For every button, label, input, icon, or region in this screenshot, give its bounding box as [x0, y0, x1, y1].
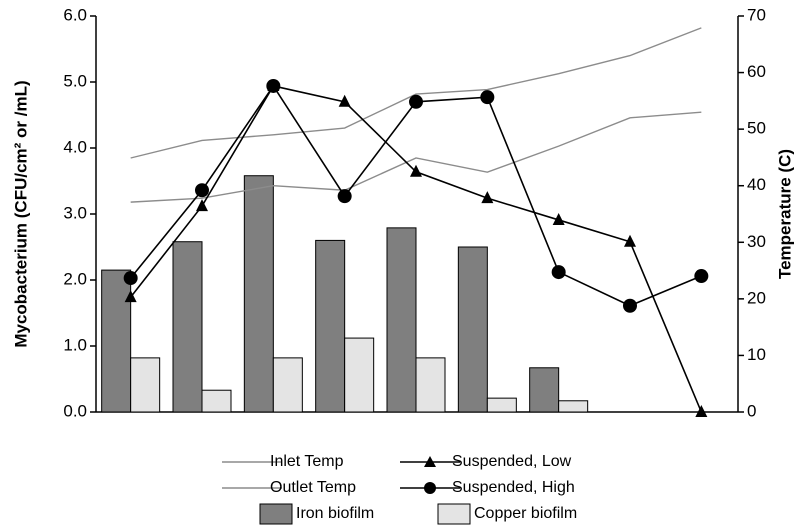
y2-tick-label: 20: [747, 288, 766, 307]
bar: [344, 337, 375, 413]
y-axis-label: Mycobacterium (CFU/cm² or /mL): [11, 80, 30, 347]
line: [130, 27, 702, 159]
line: [130, 111, 702, 203]
marker: [124, 290, 137, 303]
marker: [409, 94, 423, 109]
bar: [558, 400, 589, 413]
y2-tick-label: 40: [747, 175, 766, 194]
legend-swatch: [437, 503, 471, 525]
marker: [481, 191, 494, 204]
y-tick-label: 4.0: [63, 137, 87, 156]
bar: [415, 357, 446, 413]
y-tick-label: 0.0: [63, 401, 87, 420]
marker: [338, 94, 351, 107]
marker: [623, 298, 637, 313]
marker: [551, 265, 566, 280]
marker: [337, 189, 352, 204]
marker: [410, 164, 422, 177]
y-tick-label: 1.0: [63, 335, 87, 354]
y2-axis-label: Temperature (C): [775, 149, 794, 279]
bar: [386, 227, 417, 413]
marker: [694, 269, 709, 284]
bar: [486, 397, 517, 413]
bar: [101, 269, 132, 413]
y2-tick-label: 50: [747, 119, 766, 138]
marker: [266, 78, 281, 93]
bar: [457, 246, 488, 413]
y-tick-label: 2.0: [63, 269, 87, 288]
legend-label: Copper biofilm: [474, 505, 577, 522]
bar: [529, 367, 560, 413]
marker: [480, 90, 495, 105]
y2-tick-label: 70: [747, 5, 766, 24]
bar: [130, 357, 161, 413]
y2-tick-label: 30: [747, 232, 766, 251]
y-tick-label: 3.0: [63, 203, 87, 222]
y2-tick-label: 10: [747, 345, 766, 364]
marker: [695, 405, 708, 417]
legend-marker: [424, 456, 436, 467]
legend-label: Outlet Temp: [270, 479, 356, 496]
marker: [624, 234, 636, 247]
y2-tick-label: 0: [747, 401, 756, 420]
legend-label: Inlet Temp: [270, 453, 344, 470]
legend-marker: [424, 482, 436, 494]
bar: [315, 239, 346, 413]
legend-label: Iron biofilm: [296, 505, 374, 522]
bar: [272, 357, 303, 413]
marker: [552, 212, 565, 225]
marker: [195, 183, 209, 198]
y-tick-label: 5.0: [63, 71, 87, 90]
y2-tick-label: 60: [747, 62, 766, 81]
marker: [123, 271, 138, 286]
legend-label: Suspended, Low: [452, 453, 572, 470]
legend-swatch: [259, 503, 293, 525]
bar: [172, 241, 203, 413]
bar: [243, 175, 274, 413]
y-tick-label: 6.0: [63, 5, 87, 24]
legend-label: Suspended, High: [452, 479, 575, 496]
bar: [201, 389, 232, 413]
marker: [196, 199, 208, 212]
